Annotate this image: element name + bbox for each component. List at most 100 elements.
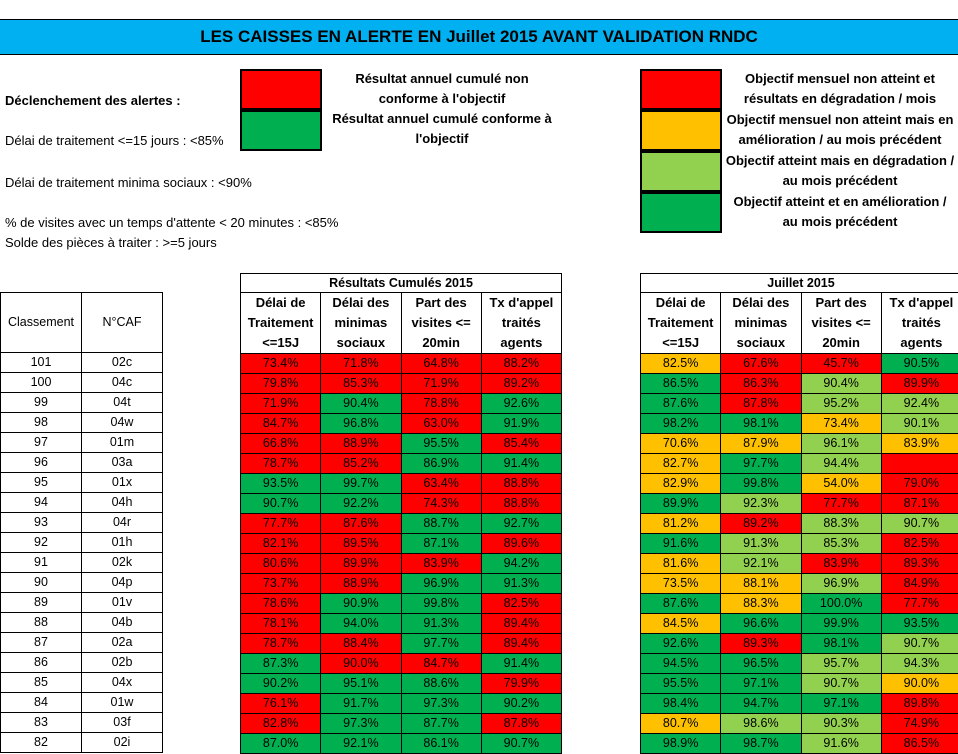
caf-cell: 04b: [82, 613, 163, 633]
alert-criterion-pieces: Solde des pièces à traiter : >=5 jours: [5, 235, 217, 250]
metric-cell: 82.5%: [881, 534, 958, 554]
metric-cell: 88.2%: [481, 354, 561, 374]
column-header-line: <=15J: [241, 333, 320, 353]
column-header-line: Part des: [802, 293, 881, 313]
caf-cell: 03a: [82, 453, 163, 473]
metric-cell: 89.3%: [881, 554, 958, 574]
table-row: 82.8%97.3%87.7%87.8%: [241, 714, 562, 734]
table-row: 89.9%92.3%77.7%87.1%: [641, 494, 958, 514]
metric-cell: 79.9%: [481, 674, 561, 694]
metric-cell: 87.9%: [721, 434, 801, 454]
metric-cell: 88.1%: [721, 574, 801, 594]
metric-cell: 78.7%: [241, 454, 321, 474]
metric-cell: 95.5%: [401, 434, 481, 454]
metric-cell: 91.3%: [401, 614, 481, 634]
metric-cell: 82.7%: [641, 454, 721, 474]
metric-cell: 87.8%: [481, 714, 561, 734]
table-row: 95.5%97.1%90.7%90.0%: [641, 674, 958, 694]
metric-cell: 84.5%: [641, 614, 721, 634]
metric-cell: 91.4%: [481, 454, 561, 474]
metric-cell: 86.9%: [401, 454, 481, 474]
metric-cell: 90.7%: [881, 514, 958, 534]
group-title: Résultats Cumulés 2015: [241, 274, 562, 293]
metric-cell: 97.3%: [401, 694, 481, 714]
table-row: 78.7%85.2%86.9%91.4%: [241, 454, 562, 474]
rank-cell: 88: [1, 613, 82, 633]
metric-cell: 82.9%: [641, 474, 721, 494]
metric-cell: 94.5%: [641, 654, 721, 674]
metric-cell: 77.7%: [881, 594, 958, 614]
table-row: 84.7%96.8%63.0%91.9%: [241, 414, 562, 434]
metric-cell: 87.8%: [721, 394, 801, 414]
column-header-line: visites <=: [802, 313, 881, 333]
table-row: 90.2%95.1%88.6%79.9%: [241, 674, 562, 694]
caf-cell: 01v: [82, 593, 163, 613]
metric-cell: 93.5%: [881, 614, 958, 634]
metric-cell: 99.8%: [721, 474, 801, 494]
column-header-line: Délai de: [241, 293, 320, 313]
column-header-line: traités: [882, 313, 958, 333]
rank-cell: 82: [1, 733, 82, 753]
metric-cell: 95.1%: [321, 674, 401, 694]
metric-cell: 98.1%: [801, 634, 881, 654]
metric-cell: 89.4%: [481, 614, 561, 634]
metric-cell: 100.0%: [801, 594, 881, 614]
table-row: 94.5%96.5%95.7%94.3%: [641, 654, 958, 674]
rank-cell: 92: [1, 533, 82, 553]
header-ncaf: N°CAF: [82, 293, 163, 353]
metric-cell: 92.4%: [881, 394, 958, 414]
metric-cell: 89.5%: [321, 534, 401, 554]
metric-cell: 99.9%: [801, 614, 881, 634]
metric-cell: 87.1%: [881, 494, 958, 514]
caf-cell: 04r: [82, 513, 163, 533]
metric-cell: 92.1%: [321, 734, 401, 754]
metric-cell: 76.1%: [241, 694, 321, 714]
metric-cell: 99.7%: [321, 474, 401, 494]
metric-cell: 79.0%: [881, 474, 958, 494]
rank-cell: 83: [1, 713, 82, 733]
page-title: LES CAISSES EN ALERTE EN Juillet 2015 AV…: [0, 19, 958, 55]
metric-cell: 77.7%: [801, 494, 881, 514]
metric-cell: 90.5%: [881, 354, 958, 374]
metric-cell: 87.7%: [401, 714, 481, 734]
metric-cell: 95.2%: [801, 394, 881, 414]
rank-cell: 89: [1, 593, 82, 613]
column-header-line: Part des: [402, 293, 481, 313]
metric-cell: 96.6%: [721, 614, 801, 634]
metric-cell: 96.9%: [401, 574, 481, 594]
metric-cell: 90.2%: [481, 694, 561, 714]
metric-cell: 94.3%: [881, 654, 958, 674]
table-row: 87.6%88.3%100.0%77.7%: [641, 594, 958, 614]
metric-cell: 96.9%: [801, 574, 881, 594]
metric-cell: 73.7%: [241, 574, 321, 594]
metric-cell: 90.0%: [321, 654, 401, 674]
metric-cell: 92.6%: [641, 634, 721, 654]
table-row: 98.9%98.7%91.6%86.5%: [641, 734, 958, 754]
column-header-line: Délai de: [641, 293, 720, 313]
group-title: Juillet 2015: [641, 274, 958, 293]
table-row: 90.7%92.2%74.3%88.8%: [241, 494, 562, 514]
metric-cell: 87.6%: [641, 594, 721, 614]
metric-cell: 96.5%: [721, 654, 801, 674]
column-header-line: agents: [482, 333, 561, 353]
metric-cell: 73.4%: [241, 354, 321, 374]
legend-month-lightgreen-text: Objectif atteint mais en dégradation /au…: [722, 151, 958, 191]
rank-cell: 95: [1, 473, 82, 493]
metric-cell: 99.8%: [401, 594, 481, 614]
metric-cell: 86.3%: [721, 374, 801, 394]
legend-month-lightgreen-swatch: [640, 151, 722, 192]
metric-cell: 91.7%: [321, 694, 401, 714]
rank-cell: 87: [1, 633, 82, 653]
metric-cell: 87.6%: [321, 514, 401, 534]
metric-cell: 92.3%: [721, 494, 801, 514]
caf-cell: 04x: [82, 673, 163, 693]
